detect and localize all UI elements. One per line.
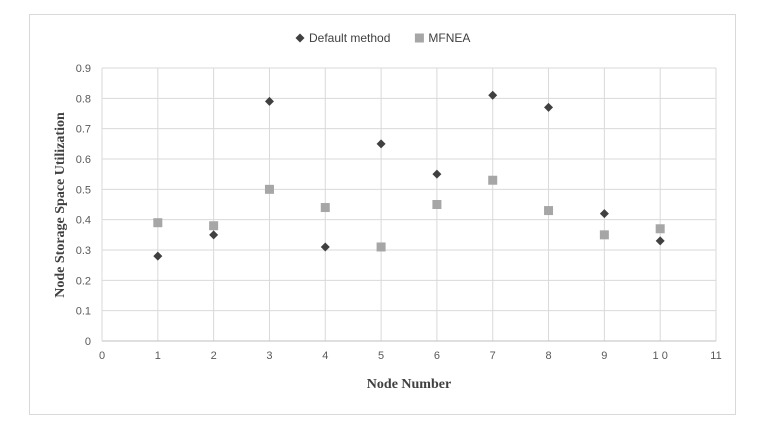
- x-tick-label: 11: [710, 350, 721, 362]
- mfnea-point: [209, 221, 219, 231]
- default-method-point: [599, 209, 609, 219]
- default-method-point: [209, 230, 219, 240]
- y-axis-title: Node Storage Space Utilization: [53, 112, 68, 298]
- y-tick-labels: 0 0.1 0.2 0.3 0.4 0.5 0.6 0.7 0.8 0.9: [76, 63, 91, 348]
- data-points: [153, 90, 665, 261]
- legend-label: Default method: [309, 31, 390, 45]
- x-tick-label: 1: [155, 350, 161, 362]
- chart-frame: [29, 14, 736, 415]
- legend-item-mfnea: MFNEA: [414, 31, 470, 45]
- x-tick-label: 2: [211, 350, 217, 362]
- mfnea-point: [153, 218, 163, 228]
- x-tick-label: 3: [266, 350, 272, 362]
- grid: [102, 67, 717, 341]
- mfnea-point: [488, 175, 498, 185]
- mfnea-point: [544, 206, 554, 216]
- y-tick-label: 0.6: [76, 154, 91, 166]
- mfnea-point: [655, 224, 665, 234]
- x-tick-label: 5: [378, 350, 384, 362]
- x-tick-labels: 0 1 2 3 4 5 6 7 8 9 1 0 11: [99, 350, 722, 362]
- y-tick-label: 0.5: [76, 184, 91, 196]
- mfnea-point: [264, 184, 274, 194]
- y-tick-label: 0.3: [76, 245, 91, 257]
- legend-label: MFNEA: [428, 31, 470, 45]
- mfnea-point: [432, 200, 442, 209]
- x-tick-label: 7: [490, 350, 496, 362]
- axes: [101, 68, 716, 342]
- default-method-point: [655, 236, 665, 246]
- mfnea-point: [320, 203, 330, 213]
- legend-diamond-marker: [295, 33, 305, 43]
- legend: Default method MFNEA: [295, 31, 470, 45]
- x-tick-label: 8: [545, 350, 551, 362]
- x-tick-label: 0: [99, 350, 105, 362]
- default-method-point: [153, 251, 163, 261]
- y-tick-label: 0.7: [76, 124, 91, 136]
- default-method-point: [488, 90, 498, 100]
- y-tick-label: 0.9: [76, 63, 91, 75]
- y-tick-label: 0.4: [76, 215, 91, 227]
- mfnea-point: [599, 230, 609, 240]
- x-tick-label: 4: [322, 350, 328, 362]
- y-tick-label: 0.8: [76, 93, 91, 105]
- y-tick-label: 0: [85, 336, 91, 348]
- x-tick-label: 9: [601, 350, 607, 362]
- default-method-point: [432, 169, 442, 179]
- default-method-point: [376, 139, 386, 149]
- x-tick-label: 6: [434, 350, 440, 362]
- default-method-point: [320, 242, 330, 252]
- legend-square-marker: [414, 33, 424, 43]
- legend-item-default-method: Default method: [295, 31, 390, 45]
- mfnea-point: [376, 242, 386, 252]
- y-tick-label: 0.1: [76, 306, 91, 318]
- y-tick-label: 0.2: [76, 275, 91, 287]
- default-method-point: [264, 96, 274, 106]
- x-tick-label: 1 0: [653, 350, 668, 362]
- default-method-point: [544, 102, 554, 112]
- x-axis-title: Node Number: [367, 377, 451, 392]
